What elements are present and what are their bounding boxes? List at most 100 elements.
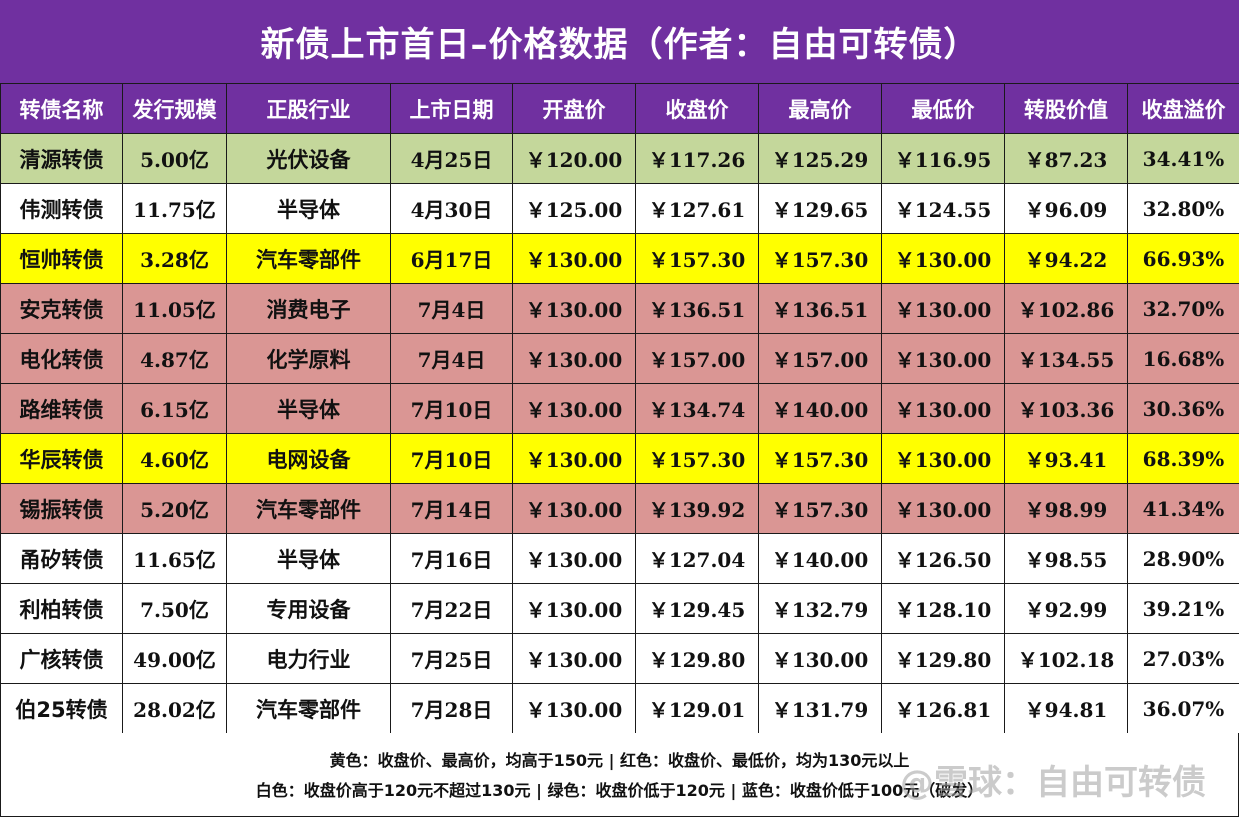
- column-header: 上市日期: [390, 83, 513, 134]
- table-cell: 41.34%: [1127, 483, 1239, 534]
- table-cell: ￥103.36: [1004, 383, 1128, 434]
- table-cell: ￥127.04: [635, 533, 759, 584]
- table-cell: 利柏转债: [0, 583, 123, 634]
- bond-table: 转债名称 发行规模 正股行业 上市日期 开盘价 收盘价 最高价 最低价 转股价值 收盘溢价 清源转…: [0, 83, 1239, 734]
- table-cell: 36.07%: [1127, 683, 1239, 734]
- table-cell: 7月10日: [390, 433, 513, 484]
- table-cell: ￥130.00: [512, 383, 636, 434]
- table-cell: 专用设备: [226, 583, 391, 634]
- table-cell: 32.70%: [1127, 283, 1239, 334]
- table-cell: ￥128.10: [881, 583, 1005, 634]
- table-cell: ￥92.99: [1004, 583, 1128, 634]
- legend-line-1: 黄色：收盘价、最高价，均高于150元 | 红色：收盘价、最低价，均为130元以上: [329, 751, 910, 770]
- table-row: 伯25转债 28.02亿 汽车零部件 7月28日 ￥130.00 ￥129.01 ￥131.…: [0, 683, 1239, 734]
- table-cell: ￥130.00: [881, 333, 1005, 384]
- table-row: 电化转债 4.87亿 化学原料 7月4日 ￥130.00 ￥157.00 ￥157.00 ￥1…: [0, 333, 1239, 384]
- table-cell: ￥94.81: [1004, 683, 1128, 734]
- table-cell: 7月16日: [390, 533, 513, 584]
- table-cell: ￥130.00: [512, 333, 636, 384]
- table-row: 伟测转债 11.75亿 半导体 4月30日 ￥125.00 ￥127.61 ￥129.65 ￥…: [0, 183, 1239, 234]
- table-cell: 7月10日: [390, 383, 513, 434]
- table-cell: ￥129.80: [881, 633, 1005, 684]
- table-row: 恒帅转债 3.28亿 汽车零部件 6月17日 ￥130.00 ￥157.30 ￥157.30…: [0, 233, 1239, 284]
- table-cell: ￥130.00: [758, 633, 882, 684]
- table-cell: 7月28日: [390, 683, 513, 734]
- table-cell: 6.15亿: [122, 383, 227, 434]
- table-cell: ￥157.30: [758, 433, 882, 484]
- table-cell: 4月30日: [390, 183, 513, 234]
- table-cell: ￥134.74: [635, 383, 759, 434]
- table-cell: 汽车零部件: [226, 483, 391, 534]
- table-cell: 伟测转债: [0, 183, 123, 234]
- table-cell: ￥130.00: [881, 233, 1005, 284]
- table-cell: ￥157.00: [635, 333, 759, 384]
- table-cell: 华辰转债: [0, 433, 123, 484]
- table-row: 锡振转债 5.20亿 汽车零部件 7月14日 ￥130.00 ￥139.92 ￥157.30…: [0, 483, 1239, 534]
- table-cell: ￥102.86: [1004, 283, 1128, 334]
- table-cell: ￥125.00: [512, 183, 636, 234]
- table-cell: 电网设备: [226, 433, 391, 484]
- table-cell: 16.68%: [1127, 333, 1239, 384]
- table-cell: 11.75亿: [122, 183, 227, 234]
- table-cell: ￥87.23: [1004, 133, 1128, 184]
- table-cell: ￥130.00: [512, 633, 636, 684]
- table-cell: ￥130.00: [881, 283, 1005, 334]
- table-cell: ￥157.30: [635, 433, 759, 484]
- table-cell: ￥130.00: [512, 683, 636, 734]
- table-cell: ￥139.92: [635, 483, 759, 534]
- table-cell: 32.80%: [1127, 183, 1239, 234]
- table-cell: 路维转债: [0, 383, 123, 434]
- table-cell: ￥126.50: [881, 533, 1005, 584]
- table-cell: ￥157.30: [758, 233, 882, 284]
- table-cell: ￥129.01: [635, 683, 759, 734]
- table-cell: 汽车零部件: [226, 683, 391, 734]
- table-row: 清源转债 5.00亿 光伏设备 4月25日 ￥120.00 ￥117.26 ￥125.29 ￥…: [0, 133, 1239, 184]
- table-cell: ￥140.00: [758, 533, 882, 584]
- table-cell: ￥130.00: [512, 433, 636, 484]
- table-cell: ￥130.00: [512, 483, 636, 534]
- table-cell: 电化转债: [0, 333, 123, 384]
- table-cell: 恒帅转债: [0, 233, 123, 284]
- table-cell: ￥98.99: [1004, 483, 1128, 534]
- table-header-row: 转债名称 发行规模 正股行业 上市日期 开盘价 收盘价 最高价 最低价 转股价值 收盘溢价: [0, 83, 1239, 134]
- column-header: 转债名称: [0, 83, 123, 134]
- table-cell: ￥125.29: [758, 133, 882, 184]
- table-cell: ￥98.55: [1004, 533, 1128, 584]
- table-cell: 49.00亿: [122, 633, 227, 684]
- table-cell: 30.36%: [1127, 383, 1239, 434]
- table-cell: 27.03%: [1127, 633, 1239, 684]
- table-cell: ￥130.00: [881, 433, 1005, 484]
- table-cell: 39.21%: [1127, 583, 1239, 634]
- table-cell: ￥140.00: [758, 383, 882, 434]
- table-cell: 汽车零部件: [226, 233, 391, 284]
- table-row: 广核转债 49.00亿 电力行业 7月25日 ￥130.00 ￥129.80 ￥130.00…: [0, 633, 1239, 684]
- table-cell: ￥126.81: [881, 683, 1005, 734]
- table-cell: ￥93.41: [1004, 433, 1128, 484]
- column-header: 最低价: [881, 83, 1005, 134]
- table-cell: ￥157.00: [758, 333, 882, 384]
- table-row: 利柏转债 7.50亿 专用设备 7月22日 ￥130.00 ￥129.45 ￥132.79 ￥…: [0, 583, 1239, 634]
- page-title: 新债上市首日–价格数据（作者：自由可转债）: [0, 0, 1239, 84]
- table-cell: ￥120.00: [512, 133, 636, 184]
- table-cell: 半导体: [226, 383, 391, 434]
- table-row: 甬矽转债 11.65亿 半导体 7月16日 ￥130.00 ￥127.04 ￥140.00 ￥…: [0, 533, 1239, 584]
- table-cell: 3.28亿: [122, 233, 227, 284]
- column-header: 发行规模: [122, 83, 227, 134]
- table-cell: ￥102.18: [1004, 633, 1128, 684]
- table-cell: 5.00亿: [122, 133, 227, 184]
- table-cell: 光伏设备: [226, 133, 391, 184]
- table-cell: 28.90%: [1127, 533, 1239, 584]
- column-header: 转股价值: [1004, 83, 1128, 134]
- column-header: 开盘价: [512, 83, 636, 134]
- table-cell: 4.60亿: [122, 433, 227, 484]
- table-cell: 电力行业: [226, 633, 391, 684]
- table-cell: 7月25日: [390, 633, 513, 684]
- table-cell: 半导体: [226, 183, 391, 234]
- table-cell: 7月14日: [390, 483, 513, 534]
- table-cell: ￥130.00: [512, 283, 636, 334]
- legend-footer: 黄色：收盘价、最高价，均高于150元 | 红色：收盘价、最低价，均为130元以上…: [0, 733, 1239, 817]
- table-cell: 4月25日: [390, 133, 513, 184]
- table-cell: ￥129.45: [635, 583, 759, 634]
- column-header: 最高价: [758, 83, 882, 134]
